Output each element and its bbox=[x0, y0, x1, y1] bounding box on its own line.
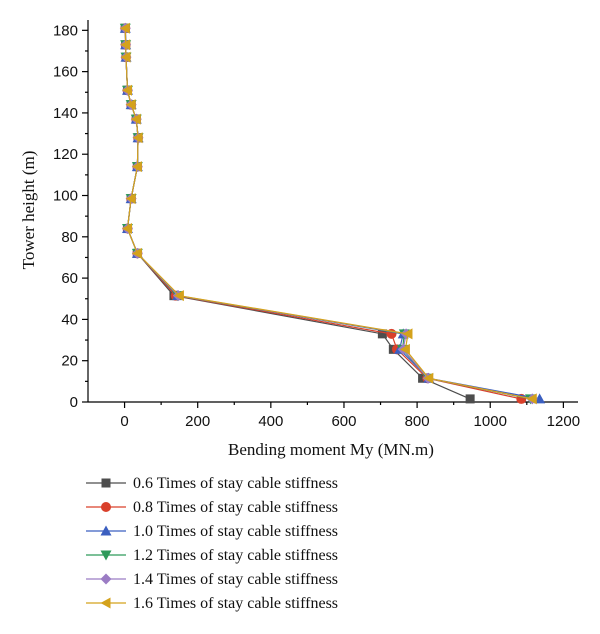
data-point bbox=[120, 51, 131, 63]
data-point bbox=[119, 22, 130, 34]
legend-marker bbox=[101, 502, 111, 512]
x-axis-title: Bending moment My (MN.m) bbox=[228, 440, 434, 459]
data-point bbox=[399, 343, 410, 355]
axes: 0 200 400 600 800 1000 1200 0 20 40 60 80 100 120 140 1… bbox=[53, 20, 580, 430]
y-tick-label: 180 bbox=[53, 22, 78, 39]
data-point bbox=[526, 393, 537, 405]
data-point bbox=[131, 247, 142, 259]
data-point bbox=[125, 99, 136, 111]
legend-marker bbox=[101, 478, 111, 488]
x-tick-label: 0 bbox=[120, 413, 128, 430]
x-tick-label: 200 bbox=[185, 413, 210, 430]
series-1 bbox=[120, 23, 475, 404]
data-point bbox=[377, 329, 387, 339]
data-point bbox=[534, 393, 546, 404]
series-line bbox=[124, 28, 533, 400]
data-point bbox=[121, 223, 132, 235]
legend-marker bbox=[100, 573, 112, 585]
x-tick-label: 1000 bbox=[474, 413, 507, 430]
x-tick-label: 600 bbox=[331, 413, 356, 430]
data-point bbox=[173, 290, 184, 302]
y-tick-label: 0 bbox=[70, 394, 78, 411]
data-point bbox=[130, 113, 141, 125]
series-line bbox=[124, 28, 540, 400]
series-5 bbox=[119, 22, 538, 405]
x-tick-label: 1200 bbox=[547, 413, 580, 430]
legend-item: 0.6 Times of stay cable stiffness bbox=[86, 475, 338, 492]
legend-label: 1.2 Times of stay cable stiffness bbox=[133, 547, 338, 564]
y-tick-label: 60 bbox=[61, 270, 78, 287]
legend-item: 1.0 Times of stay cable stiffness bbox=[86, 523, 338, 540]
series-line bbox=[124, 28, 471, 400]
legend-marker bbox=[100, 525, 112, 536]
legend: 0.6 Times of stay cable stiffness 0.8 Tim… bbox=[86, 475, 338, 612]
data-point bbox=[125, 193, 136, 205]
legend-marker bbox=[100, 550, 112, 561]
data-point bbox=[132, 132, 143, 144]
y-axis-title: Tower height (m) bbox=[19, 151, 38, 270]
data-point bbox=[465, 394, 475, 404]
series-6 bbox=[119, 22, 537, 405]
y-tick-label: 100 bbox=[53, 188, 78, 205]
series-2 bbox=[120, 23, 527, 404]
legend-item: 0.8 Times of stay cable stiffness bbox=[86, 499, 338, 516]
series-line bbox=[124, 28, 531, 400]
series-4 bbox=[119, 23, 536, 405]
legend-item: 1.4 Times of stay cable stiffness bbox=[86, 571, 338, 588]
legend-label: 1.4 Times of stay cable stiffness bbox=[133, 571, 338, 588]
legend-label: 0.6 Times of stay cable stiffness bbox=[133, 475, 338, 492]
legend-item: 1.2 Times of stay cable stiffness bbox=[86, 547, 338, 564]
legend-item: 1.6 Times of stay cable stiffness bbox=[86, 595, 338, 612]
series-line bbox=[124, 28, 533, 400]
y-tick-label: 160 bbox=[53, 64, 78, 81]
data-point bbox=[131, 161, 142, 173]
x-tick-label: 800 bbox=[405, 413, 430, 430]
series-3 bbox=[119, 22, 546, 404]
y-tick-label: 120 bbox=[53, 146, 78, 163]
data-point bbox=[121, 84, 132, 96]
series-line bbox=[124, 28, 522, 400]
legend-label: 1.6 Times of stay cable stiffness bbox=[133, 595, 338, 612]
y-tick-label: 20 bbox=[61, 353, 78, 370]
y-tick-label: 80 bbox=[61, 229, 78, 246]
data-point bbox=[423, 372, 434, 384]
series-layer bbox=[119, 22, 546, 405]
legend-label: 0.8 Times of stay cable stiffness bbox=[133, 499, 338, 516]
data-point bbox=[120, 39, 131, 51]
x-tick-label: 400 bbox=[258, 413, 283, 430]
legend-marker bbox=[100, 597, 111, 609]
legend-label: 1.0 Times of stay cable stiffness bbox=[133, 523, 338, 540]
y-tick-label: 140 bbox=[53, 105, 78, 122]
data-point bbox=[402, 328, 413, 340]
y-tick-label: 40 bbox=[61, 311, 78, 328]
